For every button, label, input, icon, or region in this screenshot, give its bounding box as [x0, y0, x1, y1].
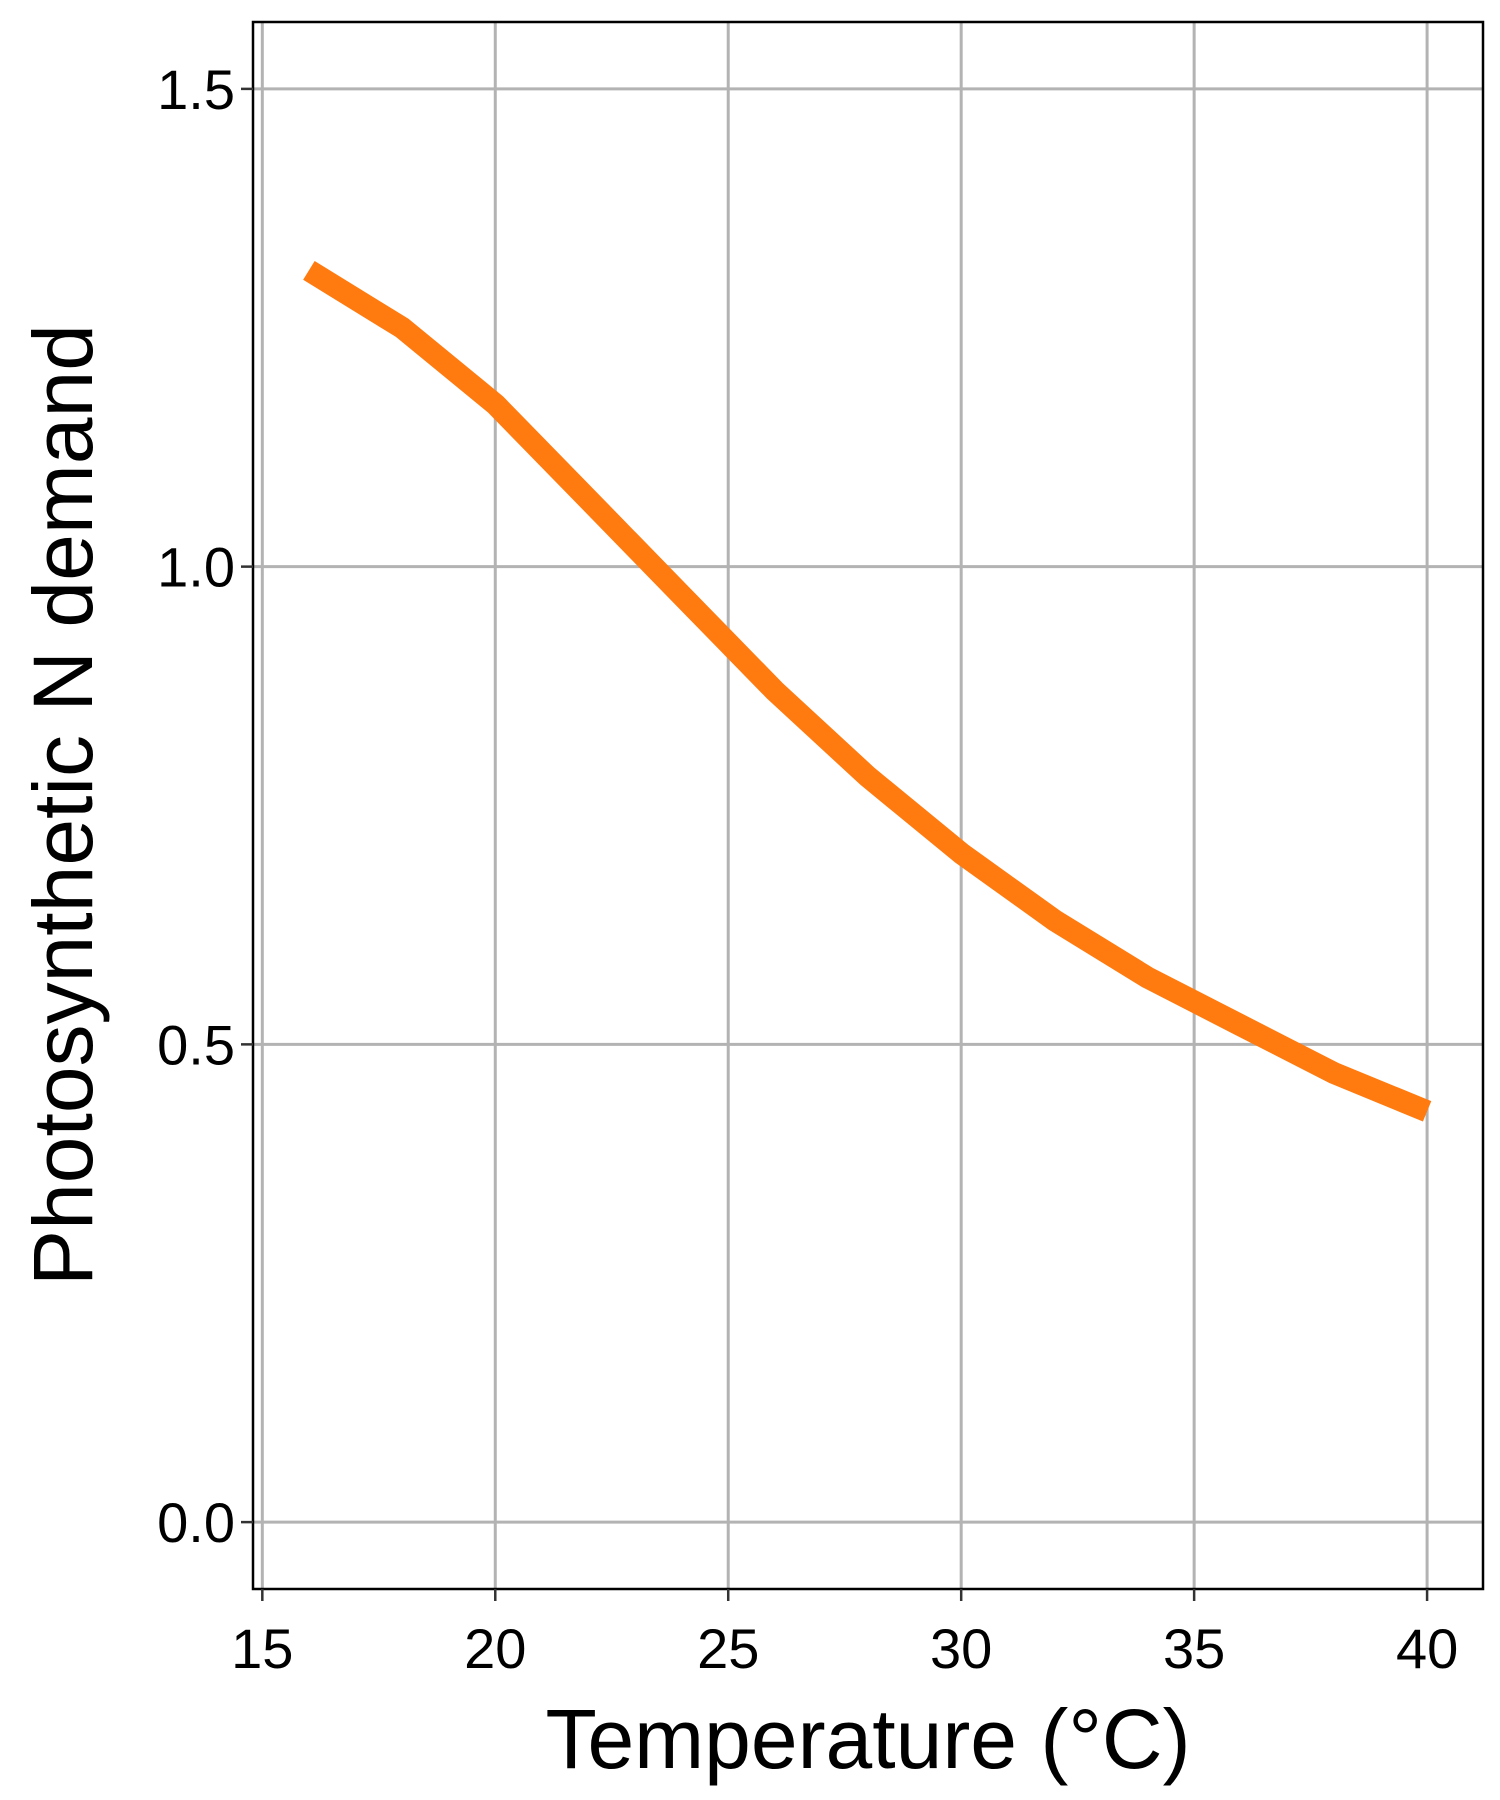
- plot-background: [253, 22, 1483, 1589]
- axis-ticks: [241, 87, 1429, 1601]
- x-tick-label: 35: [1163, 1617, 1225, 1680]
- series-line-0: [303, 261, 1432, 1122]
- plot-border: [251, 20, 1485, 1591]
- grid-major: [253, 22, 1483, 1589]
- y-tick-label: 1.5: [157, 58, 235, 121]
- y-tick-label: 0.5: [157, 1013, 235, 1076]
- y-axis-title: Photosynthetic N demand: [16, 324, 110, 1286]
- y-tick-labels: 0.0 0.5 1.0 1.5: [157, 58, 235, 1554]
- y-tick-label: 0.0: [157, 1491, 235, 1554]
- x-tick-label: 30: [930, 1617, 992, 1680]
- y-tick-label: 1.0: [157, 536, 235, 599]
- x-tick-label: 15: [231, 1617, 293, 1680]
- x-tick-label: 25: [697, 1617, 759, 1680]
- x-axis-title: Temperature (°C): [545, 1692, 1190, 1786]
- x-tick-label: 20: [464, 1617, 526, 1680]
- x-tick-labels: 15 20 25 30 35 40: [231, 1617, 1458, 1680]
- x-tick-label: 40: [1396, 1617, 1458, 1680]
- series-layer: [303, 261, 1432, 1122]
